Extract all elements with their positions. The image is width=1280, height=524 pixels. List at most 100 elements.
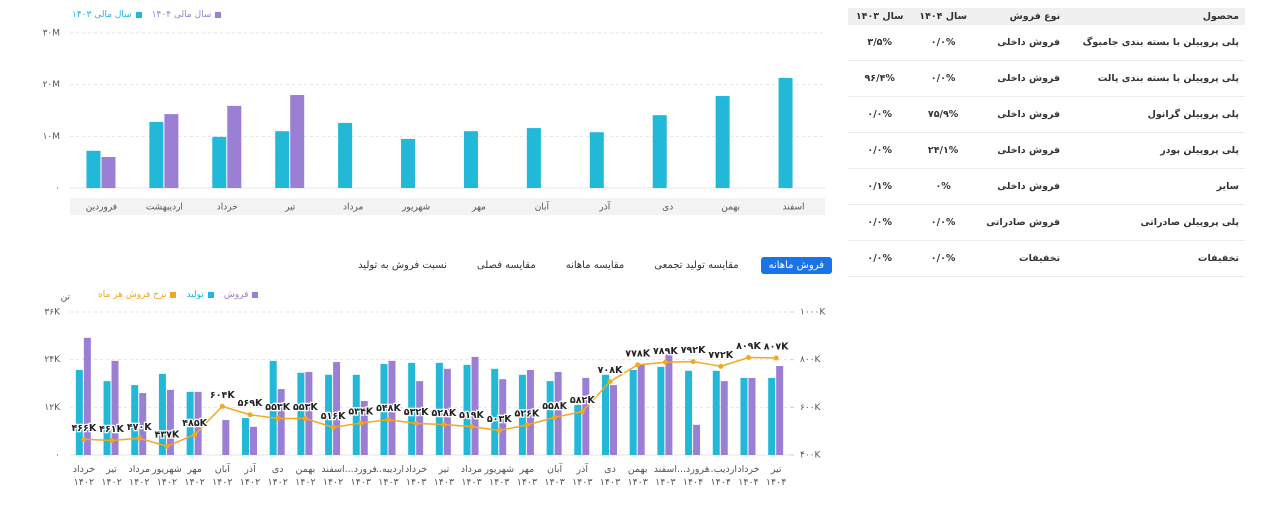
data-label: ۵۸۲K <box>570 395 595 406</box>
bar <box>554 371 562 455</box>
line-point <box>496 427 502 433</box>
bar <box>139 393 147 455</box>
table-cell: ۰/۰% <box>848 204 912 241</box>
bar <box>435 362 443 455</box>
bar <box>582 377 590 455</box>
line-point <box>247 412 253 418</box>
table-cell: ۰/۰% <box>911 60 975 97</box>
bar <box>685 370 693 455</box>
x-tick-label: آذر ۱۴۰۳ <box>572 464 593 488</box>
legend-label: تولید <box>186 290 204 300</box>
bar <box>194 391 202 455</box>
x-tick-label: دی ۱۴۰۳ <box>599 464 621 488</box>
data-label: ۷۸۹K <box>653 346 678 357</box>
y2-tick-label: ۱۰۰۰K <box>800 308 826 318</box>
table-cell: فروش داخلی <box>974 132 1067 169</box>
line-point <box>385 417 391 423</box>
x-tick-label: فروردین <box>86 203 117 213</box>
line-point <box>192 432 198 438</box>
bar <box>491 368 499 455</box>
data-label: ۷۹۲K <box>681 345 706 356</box>
y2-tick-label: ۴۰۰K <box>800 451 822 461</box>
x-tick-label: دی ۱۴۰۲ <box>267 464 288 488</box>
data-label: ۴۳۷K <box>155 430 180 441</box>
x-tick-label: شهریور ۱۴۰۲ <box>152 464 182 488</box>
bar <box>499 379 507 455</box>
data-label: ۴۶۱K <box>99 424 124 435</box>
line-point <box>745 355 751 361</box>
table-row: پلی پروپیلن پودر فروش داخلی ۲۴/۱% ۰/۰% <box>848 132 1245 169</box>
x-tick-label: اسفند ۱۴۰۲ <box>321 464 345 488</box>
bar <box>277 389 285 455</box>
tab[interactable]: مقایسه تولید تجمعی <box>654 260 739 271</box>
y-axis-title: تن <box>61 293 71 303</box>
bar <box>463 131 478 188</box>
data-label: ۵۴۸K <box>376 403 401 414</box>
bar <box>408 362 416 455</box>
data-label: ۷۷۲K <box>708 350 733 361</box>
line-point <box>441 421 447 427</box>
line-point <box>469 424 475 430</box>
data-label: ۶۰۴K <box>210 390 235 401</box>
x-tick-label: خرداد <box>217 203 238 213</box>
data-label: ۸۰۹K <box>736 341 761 352</box>
data-label: ۵۲۶K <box>515 408 540 419</box>
bar <box>657 366 665 455</box>
bar <box>526 369 534 455</box>
x-tick-label: خرداد ۱۴۰۴ <box>737 464 760 488</box>
line-point <box>219 403 225 409</box>
table-cell: ۰/۰% <box>911 204 975 241</box>
bar <box>629 369 637 455</box>
bar <box>297 372 305 455</box>
legend-marker <box>215 12 222 18</box>
bar <box>352 374 360 455</box>
tab[interactable]: فروش ماهانه <box>760 257 832 274</box>
data-label: ۵۲۸K <box>431 408 456 419</box>
legend-marker <box>207 292 214 298</box>
legend-item: تولید <box>186 290 214 300</box>
bar <box>325 374 333 455</box>
bar <box>715 96 730 188</box>
bar <box>610 385 617 455</box>
y-tick-label: ۰ <box>55 451 60 461</box>
bar <box>101 157 116 188</box>
tab[interactable]: مقایسه ماهانه <box>565 260 625 271</box>
y-tick-label: ۲۴K <box>44 355 61 365</box>
table-cell: ۰/۰% <box>848 132 912 169</box>
legend-marker <box>252 292 259 298</box>
y-tick-label: ۳۶K <box>44 308 61 318</box>
bar <box>338 122 353 188</box>
tab[interactable]: نسبت فروش به تولید <box>358 260 447 271</box>
data-label: ۴۶۶K <box>71 423 96 434</box>
table-row: پلی پروپیلن با بسته بندی پالت فروش داخلی ۰… <box>848 60 1245 97</box>
data-label: ۵۶۹K <box>238 398 263 409</box>
x-tick-label: خرداد ۱۴۰۳ <box>405 464 428 488</box>
bar <box>111 360 119 455</box>
x-tick-label: دی <box>662 203 673 213</box>
line-point <box>635 362 641 368</box>
bar <box>380 364 388 455</box>
line-point <box>302 416 308 422</box>
bar <box>768 377 776 455</box>
y2-tick-label: ۸۰۰K <box>800 355 822 365</box>
bar <box>360 400 368 455</box>
table-cell: ۷۵/۹% <box>911 96 975 133</box>
table-cell: فروش داخلی <box>974 168 1067 205</box>
table-row: تخفیفات تخفیفات ۰/۰% ۰/۰% <box>848 240 1245 277</box>
tab[interactable]: مقایسه فصلی <box>476 260 536 271</box>
table-row: پلی پروپیلن گرانول فروش داخلی ۷۵/۹% ۰/۰% <box>848 96 1245 133</box>
bar <box>83 337 91 455</box>
table-cell: پلی پروپیلن پودر <box>1066 132 1245 169</box>
table-cell: ۰% <box>911 168 975 205</box>
bar <box>602 374 609 455</box>
data-label: ۵۵۸K <box>542 401 567 412</box>
x-tick-label: اردیب... ۱۴۰۴ <box>704 464 738 488</box>
bar <box>720 381 728 455</box>
bar <box>242 418 249 455</box>
x-tick-label: بهمن ۱۴۰۳ <box>627 464 648 488</box>
table-row: پلی پروپیلن صادراتی فروش صادراتی ۰/۰% ۰/۰% <box>848 204 1245 241</box>
y-tick-label: ۲۰M <box>43 80 60 90</box>
x-tick-label: تیر ۱۴۰۴ <box>765 464 787 488</box>
bar <box>290 95 305 188</box>
y-tick-label: ۳۰M <box>43 29 60 39</box>
